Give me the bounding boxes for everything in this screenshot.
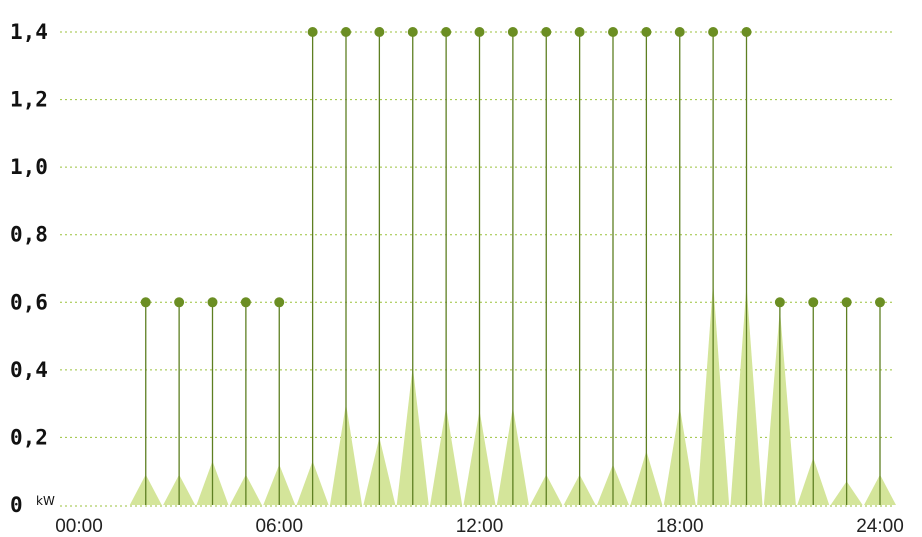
capacity-marker bbox=[574, 27, 585, 37]
capacity-marker bbox=[274, 297, 285, 308]
capacity-marker bbox=[374, 27, 385, 37]
capacity-marker bbox=[841, 297, 852, 308]
capacity-marker bbox=[808, 297, 819, 308]
y-tick-label: 1,0 bbox=[10, 155, 48, 179]
capacity-marker bbox=[307, 27, 318, 37]
capacity-marker bbox=[641, 27, 652, 37]
capacity-marker bbox=[541, 27, 552, 37]
capacity-marker bbox=[207, 297, 218, 308]
capacity-marker bbox=[507, 27, 518, 37]
y-tick-label: 0,4 bbox=[10, 358, 48, 382]
capacity-marker bbox=[407, 27, 418, 37]
y-axis-unit: kW bbox=[36, 494, 55, 508]
y-axis-ticks: 0 0,2 0,4 0,6 0,8 1,0 1,2 1,4 bbox=[10, 20, 48, 517]
capacity-marker bbox=[708, 27, 719, 37]
x-tick-label: 24:00 bbox=[856, 516, 904, 537]
y-tick-label: 0,6 bbox=[10, 290, 48, 314]
capacity-marker bbox=[341, 27, 351, 37]
capacity-marker bbox=[474, 27, 485, 37]
capacity-marker bbox=[741, 27, 752, 37]
x-tick-label: 12:00 bbox=[456, 516, 504, 537]
y-tick-label: 0 bbox=[10, 493, 23, 517]
capacity-marker bbox=[240, 297, 251, 308]
capacity-marker bbox=[140, 297, 151, 308]
y-tick-label: 0,2 bbox=[10, 425, 48, 449]
y-tick-label: 1,2 bbox=[10, 88, 48, 112]
capacity-marker bbox=[875, 297, 885, 308]
capacity-marker bbox=[674, 27, 685, 37]
x-tick-label: 06:00 bbox=[255, 516, 303, 537]
y-tick-label: 1,4 bbox=[10, 20, 48, 44]
capacity-marker bbox=[608, 27, 618, 37]
capacity-stems bbox=[140, 27, 885, 505]
x-tick-label: 18:00 bbox=[656, 516, 704, 537]
grid-lines bbox=[60, 31, 894, 438]
x-tick-label: 00:00 bbox=[55, 516, 103, 537]
capacity-marker bbox=[174, 297, 185, 308]
capacity-marker bbox=[774, 297, 785, 308]
x-axis-ticks: 00:00 06:00 12:00 18:00 24:00 bbox=[55, 516, 904, 537]
capacity-marker bbox=[441, 27, 452, 37]
y-tick-label: 0,8 bbox=[10, 223, 48, 247]
